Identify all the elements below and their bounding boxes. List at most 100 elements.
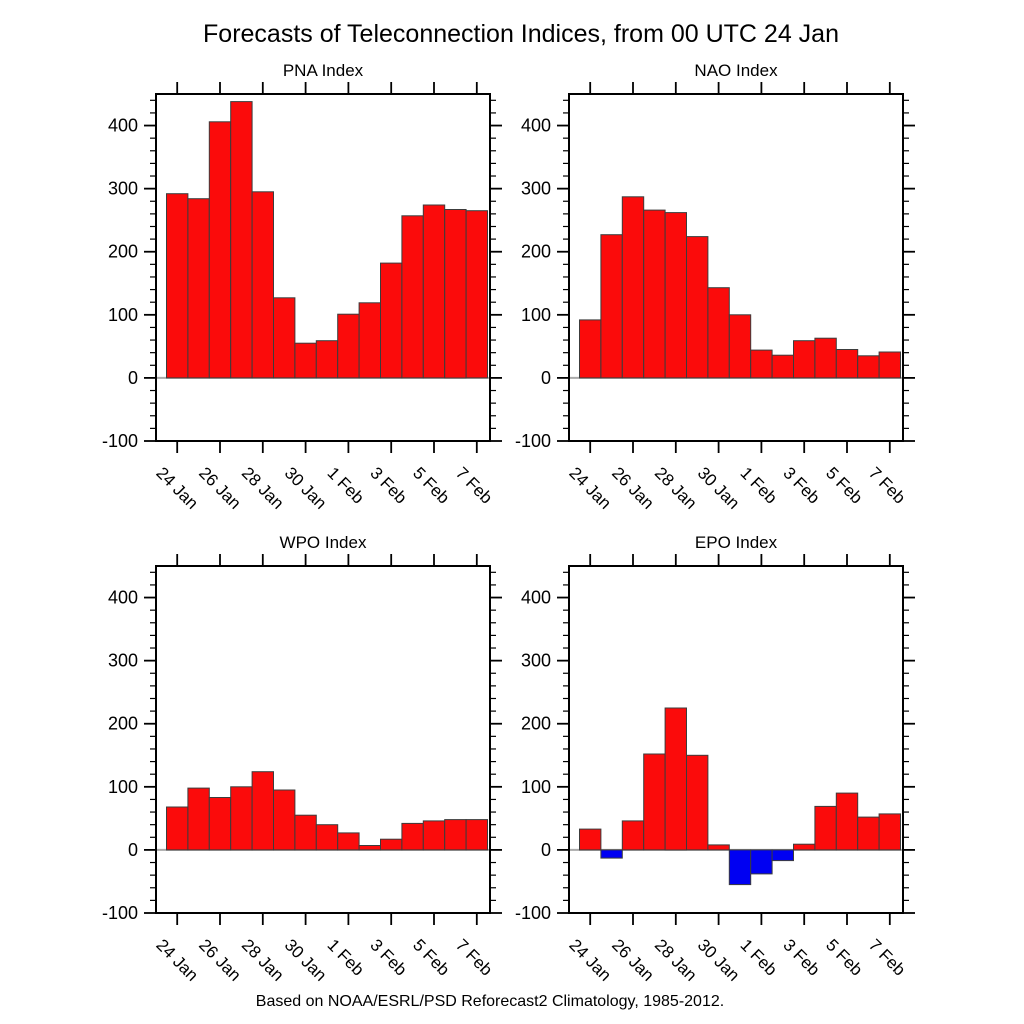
x-tick-label: 3 Feb (779, 463, 823, 507)
wpo-bar-5 (273, 789, 296, 851)
x-tick-label: 5 Feb (409, 463, 453, 507)
y-tick-label: 100 (108, 305, 138, 325)
wpo-bar-7 (315, 824, 339, 851)
y-tick-label: 0 (541, 368, 551, 388)
panel-title-epo: EPO Index (694, 533, 778, 552)
y-tick-label: 300 (108, 179, 138, 199)
axis-frame (155, 93, 491, 442)
pna-bar-7 (315, 340, 339, 379)
y-tick-label: 0 (541, 840, 551, 860)
pna-bar-1 (187, 198, 210, 379)
nao-bar-0 (579, 319, 602, 379)
y-tick-label: 300 (521, 651, 551, 671)
wpo-bar-4 (251, 771, 275, 851)
y-tick-label: 100 (521, 305, 551, 325)
pna-bar-6 (294, 342, 317, 379)
x-tick-label: 24 Jan (565, 935, 615, 985)
panel-title-wpo: WPO Index (279, 533, 367, 552)
nao-bar-7 (728, 314, 752, 379)
panel-title-nao: NAO Index (694, 61, 778, 80)
epo-bar-4 (664, 707, 687, 851)
y-tick-label: 0 (128, 840, 138, 860)
pna-bar-4 (251, 191, 275, 379)
wpo-bar-2 (208, 797, 232, 851)
y-tick-label: 100 (108, 777, 138, 797)
x-tick-label: 26 Jan (195, 935, 245, 985)
y-tick-label: -100 (102, 431, 138, 451)
y-tick-label: 100 (521, 777, 551, 797)
x-tick-label: 24 Jan (152, 463, 202, 513)
pna-bar-13 (444, 209, 467, 379)
x-tick-label: 30 Jan (281, 463, 331, 513)
epo-bar-14 (878, 813, 901, 851)
pna-bar-5 (273, 297, 296, 379)
axis-frame (568, 93, 904, 442)
epo-bar-9 (771, 849, 794, 862)
y-tick-label: -100 (515, 903, 551, 923)
y-tick-label: 400 (521, 116, 551, 136)
x-tick-label: 24 Jan (152, 935, 202, 985)
y-tick-label: 400 (521, 588, 551, 608)
wpo-bar-9 (358, 845, 382, 851)
nao-bar-2 (621, 196, 645, 379)
wpo-bar-8 (337, 832, 360, 851)
y-tick-label: 200 (108, 242, 138, 262)
axis-frame (568, 565, 904, 914)
nao-bar-13 (857, 355, 880, 379)
epo-bar-11 (814, 805, 837, 851)
x-tick-label: 5 Feb (409, 935, 453, 979)
wpo-bar-3 (230, 786, 253, 851)
nao-bar-3 (643, 209, 666, 379)
x-tick-label: 28 Jan (651, 463, 701, 513)
pna-bar-3 (230, 101, 253, 379)
x-tick-label: 28 Jan (238, 463, 288, 513)
x-tick-label: 24 Jan (565, 463, 615, 513)
epo-bar-7 (728, 849, 752, 886)
nao-bar-14 (878, 351, 901, 379)
nao-bar-12 (835, 349, 859, 379)
x-tick-label: 26 Jan (608, 463, 658, 513)
wpo-bar-14 (465, 819, 489, 851)
nao-bar-5 (686, 236, 709, 379)
epo-bar-13 (857, 816, 880, 851)
wpo-bar-10 (380, 838, 403, 851)
y-tick-label: 400 (108, 588, 138, 608)
x-tick-label: 3 Feb (366, 463, 410, 507)
x-tick-label: 1 Feb (324, 935, 368, 979)
pna-bar-2 (208, 121, 232, 379)
x-tick-label: 30 Jan (281, 935, 331, 985)
pna-bar-9 (358, 302, 382, 379)
nao-bar-8 (750, 349, 773, 379)
x-tick-label: 1 Feb (737, 463, 781, 507)
wpo-bar-0 (166, 806, 189, 851)
x-tick-label: 30 Jan (694, 463, 744, 513)
epo-bar-1 (600, 849, 623, 859)
x-tick-label: 1 Feb (324, 463, 368, 507)
x-tick-label: 26 Jan (608, 935, 658, 985)
pna-bar-11 (401, 215, 424, 379)
pna-bar-12 (422, 204, 446, 379)
pna-bar-0 (166, 193, 189, 379)
y-tick-label: -100 (102, 903, 138, 923)
y-tick-label: 300 (521, 179, 551, 199)
wpo-bar-1 (187, 787, 210, 851)
x-tick-label: 26 Jan (195, 463, 245, 513)
wpo-bar-13 (444, 819, 467, 851)
figure-title: Forecasts of Teleconnection Indices, fro… (203, 20, 839, 48)
epo-bar-8 (750, 849, 773, 875)
epo-bar-5 (686, 754, 709, 851)
epo-bar-12 (835, 792, 859, 851)
x-tick-label: 7 Feb (452, 463, 496, 507)
x-tick-label: 3 Feb (779, 935, 823, 979)
x-tick-label: 3 Feb (366, 935, 410, 979)
y-tick-label: 200 (108, 714, 138, 734)
x-tick-label: 28 Jan (238, 935, 288, 985)
x-tick-label: 7 Feb (452, 935, 496, 979)
y-tick-label: 200 (521, 714, 551, 734)
x-tick-label: 5 Feb (822, 935, 866, 979)
